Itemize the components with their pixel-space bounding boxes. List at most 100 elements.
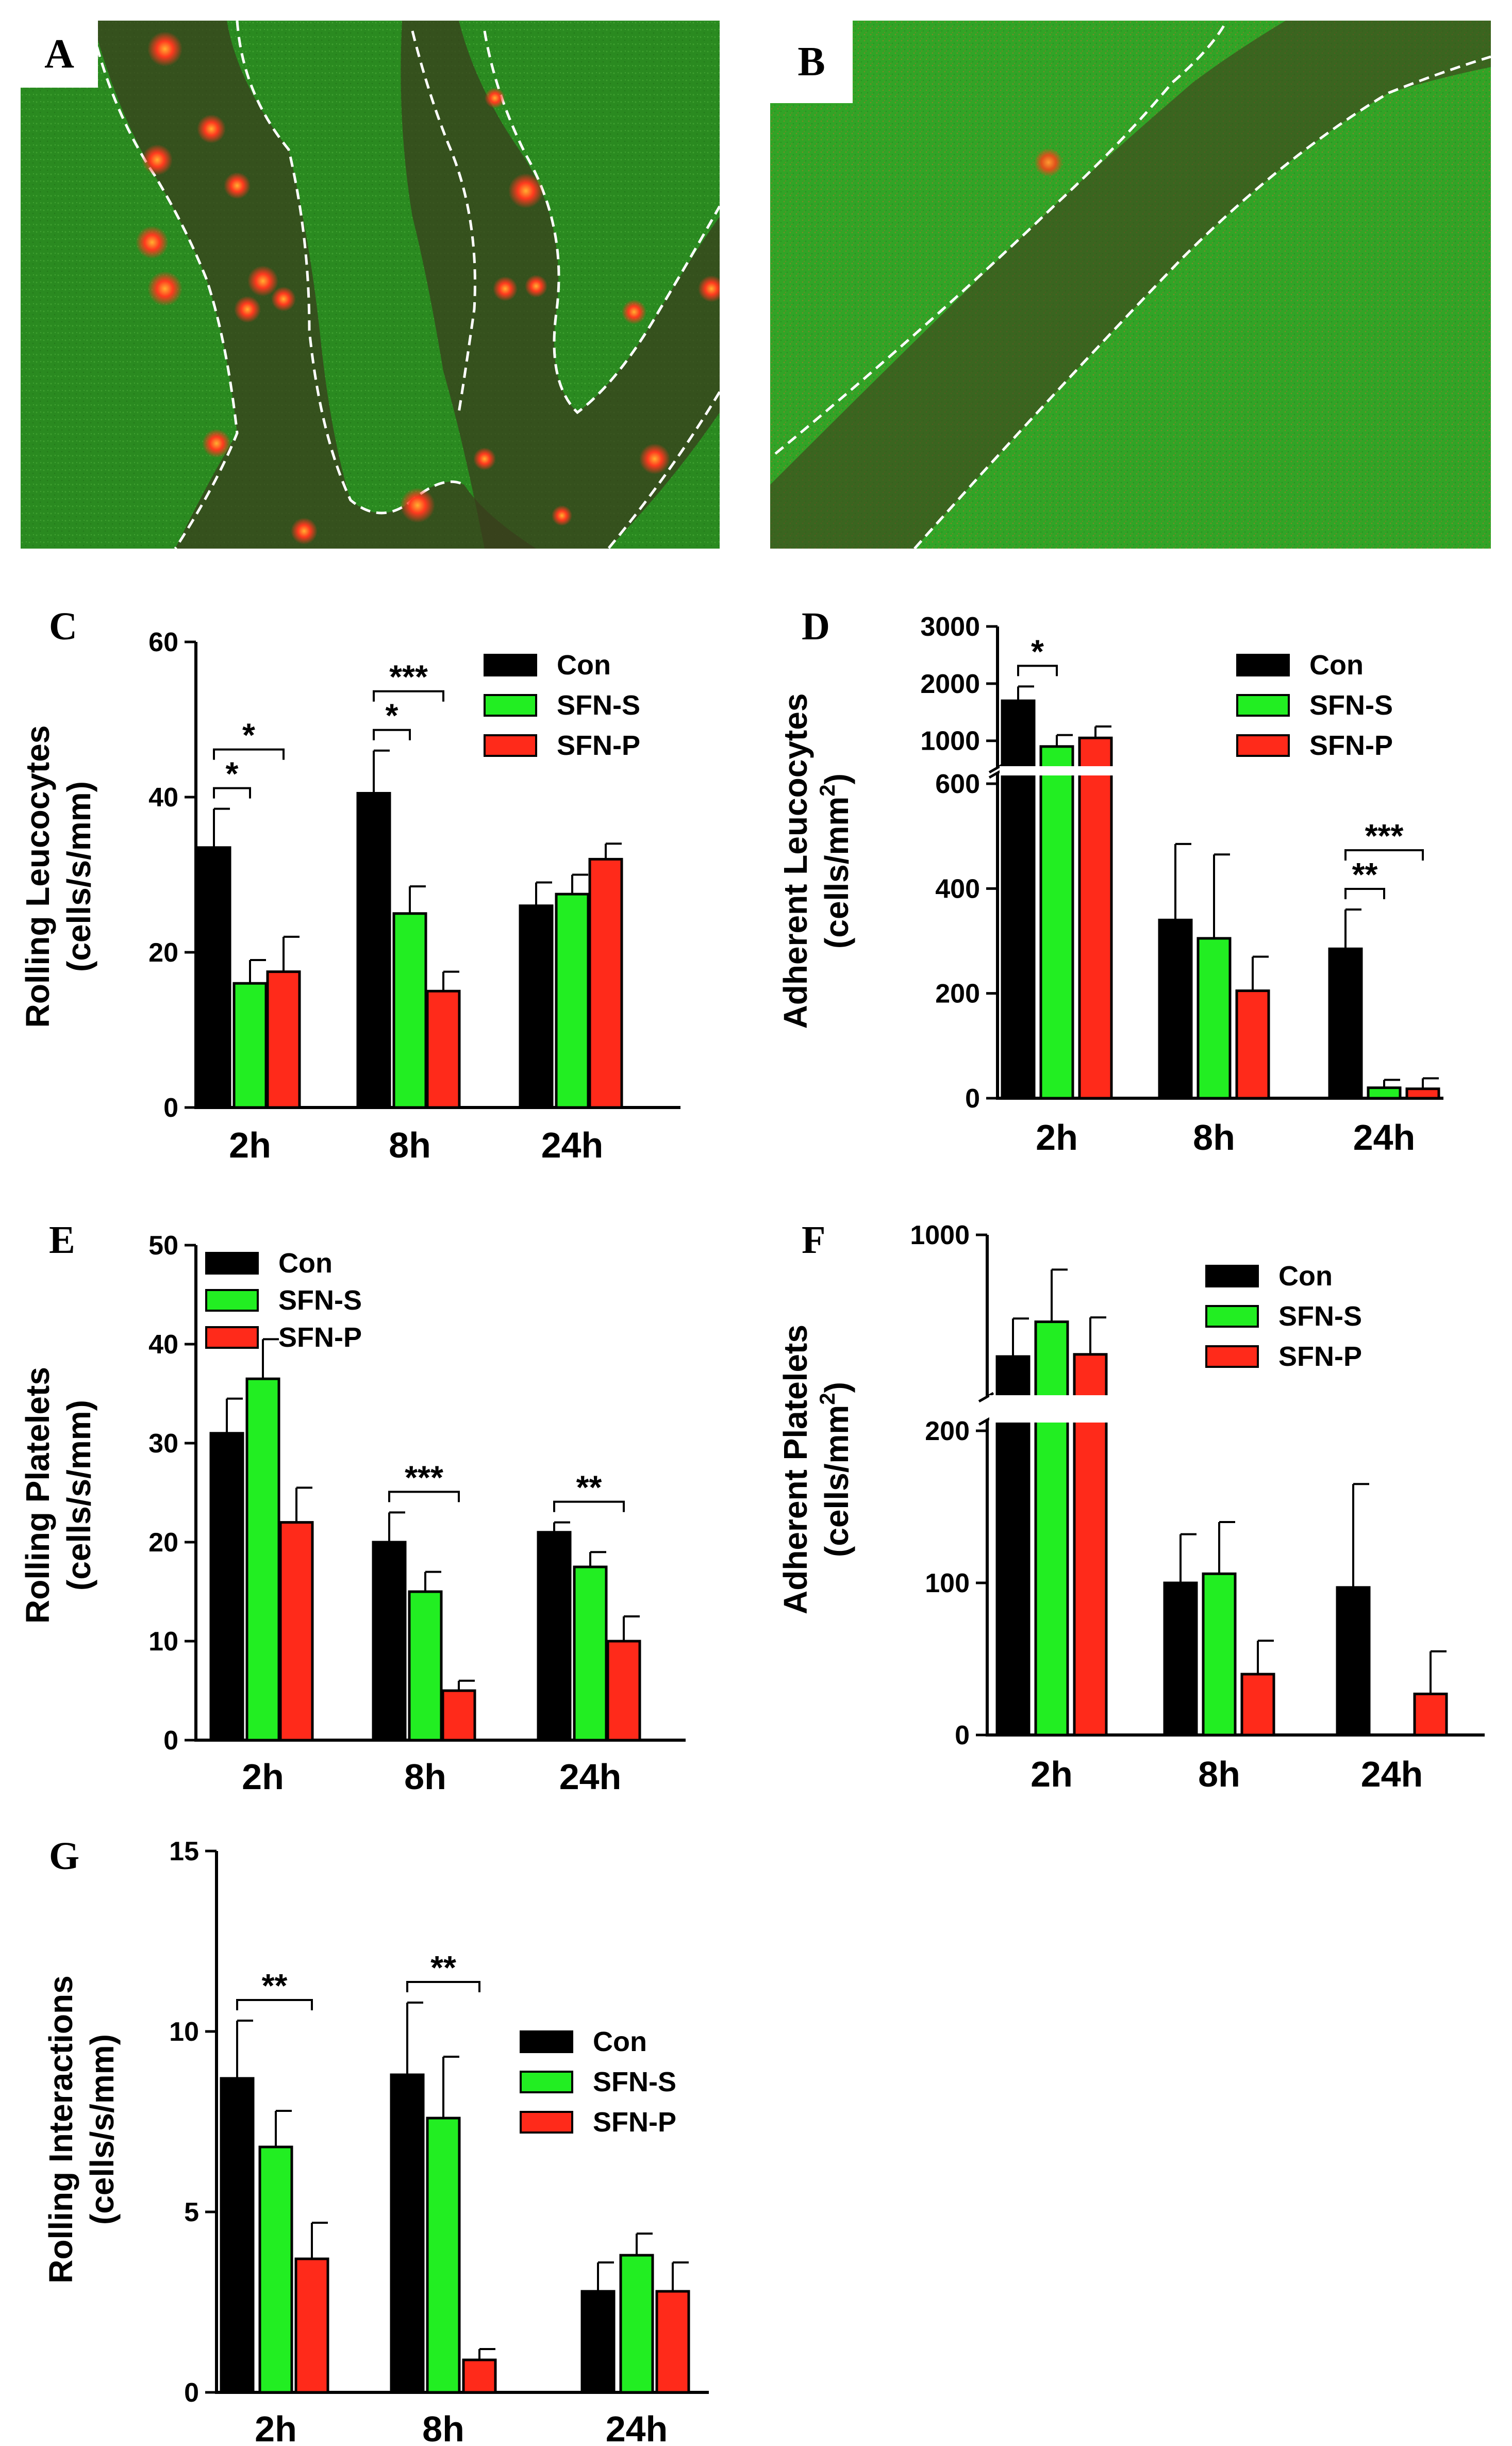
panel-e-bar: [245, 1377, 280, 1742]
panel-g-bar: [258, 2145, 293, 2394]
panel-g-legend-swatch: [520, 2030, 573, 2053]
chart-g: G 0 5 10 15 Rolling Interactions (cells/s/mm) 2…: [42, 1834, 709, 2446]
panel-g-y-tick-label: 0: [184, 2378, 199, 2408]
panel-d-legend-label: Con: [1309, 650, 1364, 681]
panel-f-legend-swatch: [1205, 1305, 1259, 1328]
micrograph-b: B: [770, 21, 1491, 549]
panel-c-y-tick-label: 60: [148, 627, 178, 657]
panel-d-y-tick-label: 3000: [920, 612, 980, 642]
panel-c-y-tick-label: 0: [163, 1093, 178, 1123]
panel-d-bar: [1001, 699, 1036, 1100]
panel-c-legend-swatch: [484, 694, 537, 717]
panel-f-bar: [1413, 1692, 1448, 1737]
panel-d-legend-swatch: [1236, 694, 1290, 717]
panel-c-bar: [555, 893, 590, 1109]
panel-c-significance-stars: *: [226, 755, 239, 792]
panel-g-bar: [462, 2358, 497, 2394]
panel-d-y-tick-label: 2000: [920, 669, 980, 699]
panel-d-significance-bracket: [1017, 665, 1058, 676]
panel-d-significance-stars: ***: [1365, 817, 1404, 854]
panel-f-bar: [1240, 1673, 1275, 1737]
panel-e-y-tick-label: 10: [148, 1627, 178, 1657]
micrograph-a: A: [21, 21, 720, 549]
panel-f-y-tick-label: 100: [925, 1568, 970, 1598]
panel-e-y-tick-label: 50: [148, 1231, 178, 1261]
panel-g-significance-bracket: [406, 1981, 480, 1992]
panel-c-bar: [392, 912, 427, 1109]
panel-e-y-tick-label: 30: [148, 1429, 178, 1459]
panel-f-y-tick-label: 0: [955, 1721, 970, 1750]
panel-e-legend-swatch: [205, 1326, 259, 1349]
panel-e-legend-label: Con: [278, 1248, 333, 1279]
panel-e-legend-swatch: [205, 1289, 259, 1312]
panel-d-legend-label: SFN-S: [1309, 690, 1393, 721]
panel-d-bar: [1197, 937, 1232, 1100]
panel-c-legend-label: Con: [557, 650, 611, 681]
panel-c-bar: [588, 857, 623, 1109]
panel-g-significance-stars: **: [430, 1949, 456, 1986]
micrograph-a-image: [21, 21, 720, 549]
panel-c-y-label: Rolling Leucocytes: [19, 725, 56, 1028]
panel-f-y-tick-label: 200: [925, 1416, 970, 1446]
panel-e-x-tick-label: 24h: [559, 1757, 622, 1797]
panel-c-bar: [266, 970, 301, 1109]
chart-d: D 0 200 400 600 1000 2000 3000 Adherent Leucocyt…: [777, 605, 1445, 1158]
panel-d-y-unit: (cells/mm2): [815, 773, 855, 949]
panel-g-y-tick-label: 5: [184, 2197, 199, 2227]
panel-g-bar: [655, 2290, 690, 2394]
panel-e-legend-label: SFN-S: [278, 1285, 362, 1316]
panel-g-legend-swatch: [520, 2111, 573, 2134]
panel-f-legend-label: SFN-P: [1278, 1341, 1362, 1372]
panel-c-y-tick-label: 20: [148, 938, 178, 968]
chart-e: E 0 10 20 30 40 50 Rolling Platelets (cells/s/mm…: [19, 1218, 686, 1797]
panel-d-bar: [1039, 745, 1074, 1100]
panel-c-legend-label: SFN-P: [557, 730, 640, 761]
panel-e-x-tick-label: 2h: [242, 1757, 284, 1797]
panel-g-x-tick-label: 24h: [606, 2409, 668, 2446]
panel-g-legend-swatch: [520, 2071, 573, 2093]
panel-d-y-tick-label: 400: [935, 874, 980, 904]
panel-d-significance-bracket: [1344, 888, 1385, 899]
panel-g-label: G: [49, 1834, 79, 1878]
panel-e-bar: [372, 1541, 407, 1742]
panel-e-bar: [408, 1590, 443, 1742]
panel-c-bar: [519, 904, 554, 1109]
panel-g-legend-label: Con: [593, 2026, 647, 2057]
panel-g-x-tick-label: 8h: [422, 2409, 464, 2446]
panel-c-y-tick-label: 40: [148, 783, 178, 813]
panel-c-significance-bracket: [213, 748, 285, 760]
panel-d-y-tick-label: 1000: [920, 726, 980, 756]
panel-f-y-tick-label: 1000: [910, 1220, 970, 1250]
panel-f-x-tick-label: 24h: [1361, 1754, 1423, 1794]
panel-e-y-tick-label: 20: [148, 1528, 178, 1558]
panel-d-y-tick-label: 0: [965, 1084, 980, 1114]
panel-d-break-band: [1000, 766, 1445, 775]
panel-c-y-unit: (cells/s/mm): [60, 781, 97, 972]
panel-f-legend-label: Con: [1278, 1261, 1333, 1292]
panel-d-y-tick-label: 600: [935, 769, 980, 799]
panel-d-bar: [1235, 989, 1270, 1100]
panel-g-bar: [294, 2257, 329, 2394]
panel-c-x-tick-label: 8h: [389, 1125, 431, 1165]
panel-d-significance-bracket: [1344, 849, 1424, 861]
panel-c-significance-bracket: [373, 729, 411, 740]
panel-f-break-band: [989, 1395, 1487, 1423]
panel-e-legend-label: SFN-P: [278, 1322, 362, 1353]
panel-g-legend-label: SFN-S: [593, 2067, 676, 2097]
panel-c-significance-bracket: [213, 787, 251, 799]
panel-d-y-label: Adherent Leucocytes: [777, 693, 814, 1029]
panel-d-bar: [1405, 1087, 1440, 1100]
panel-e-y-tick-label: 40: [148, 1330, 178, 1360]
panel-g-legend-label: SFN-P: [593, 2107, 676, 2138]
panel-g-bar: [426, 2117, 461, 2394]
panel-e-significance-stars: ***: [405, 1459, 443, 1496]
panel-d-bar: [1078, 736, 1113, 1100]
panel-d-label: D: [802, 605, 830, 648]
panel-c-legend-swatch: [484, 654, 537, 676]
panel-d-legend-label: SFN-P: [1309, 730, 1393, 761]
panel-g-significance-stars: **: [262, 1967, 288, 2004]
panel-f-legend-swatch: [1205, 1265, 1259, 1287]
panel-e-significance-stars: **: [576, 1469, 602, 1506]
panel-f-label: F: [802, 1218, 825, 1262]
